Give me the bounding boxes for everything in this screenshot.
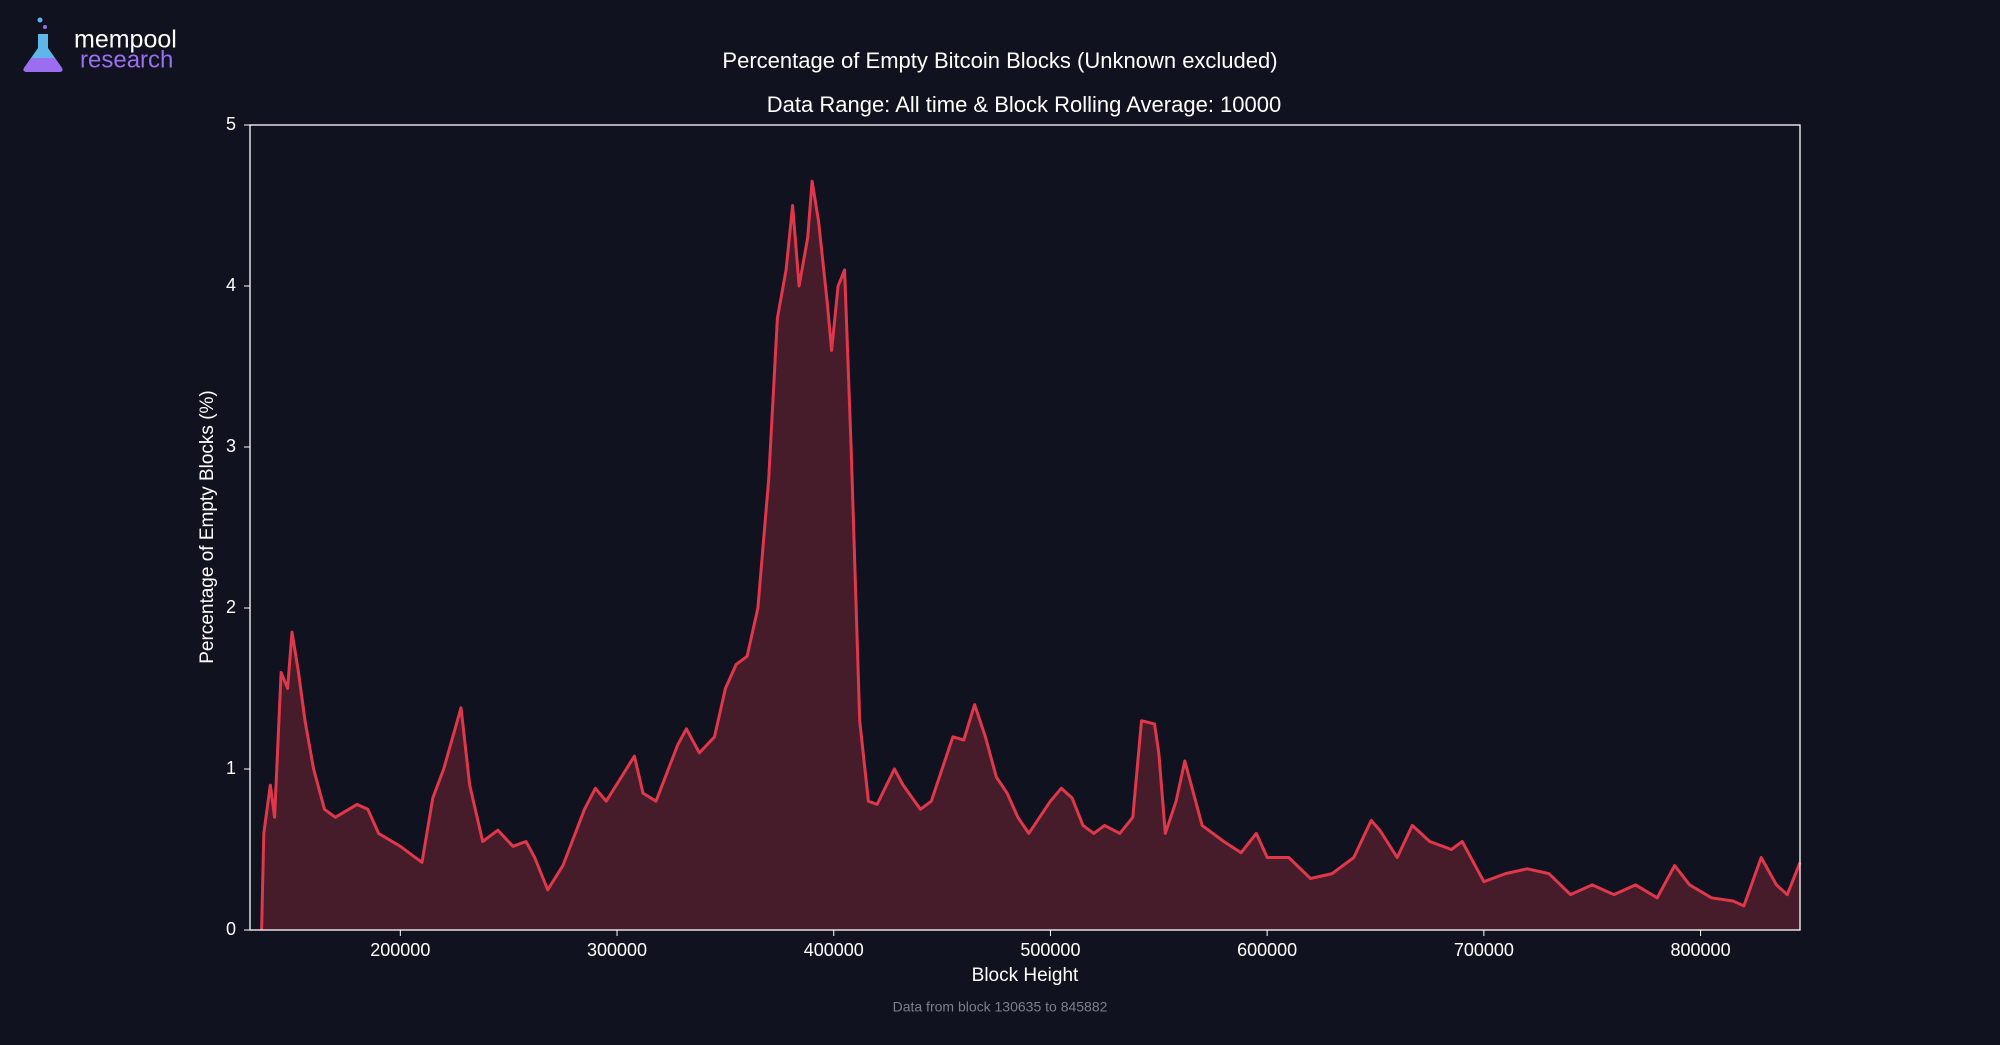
x-tick-label: 400000 [804,940,864,960]
footnote: Data from block 130635 to 845882 [893,999,1108,1015]
x-tick-label: 300000 [587,940,647,960]
plot-frame [249,124,1801,931]
y-tick-label: 0 [226,919,236,939]
y-tick-label: 2 [226,597,236,617]
logo-bubble [43,25,47,29]
x-tick-label: 600000 [1237,940,1297,960]
logo: mempool research [23,17,177,73]
y-tick-label: 5 [226,114,236,134]
x-tick-label: 700000 [1454,940,1514,960]
y-tick-label: 1 [226,758,236,778]
logo-text: research [80,46,173,73]
x-axis-label: Block Height [972,965,1079,986]
logo-bubble [37,17,43,23]
x-tick-label: 500000 [1020,940,1080,960]
logo-text: mempool [74,26,177,54]
logo-liquid [23,58,63,72]
y-axis-label: Percentage of Empty Blocks (%) [197,390,218,664]
y-tick-label: 4 [226,275,236,295]
x-tick-label: 200000 [370,940,430,960]
area [261,181,1801,931]
chart-subtitle: Data Range: All time & Block Rolling Ave… [767,92,1281,117]
line [260,179,1802,931]
x-tick-label: 800000 [1671,940,1731,960]
chart-title: Percentage of Empty Bitcoin Blocks (Unkn… [722,48,1277,73]
y-tick-label: 3 [226,436,236,456]
